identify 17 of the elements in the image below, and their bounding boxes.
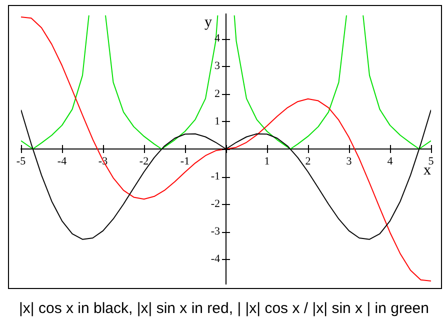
x-tick-label: -1	[180, 155, 190, 168]
text: |x| cos x in black, |x| sin x in red, | |x| cos x / |x| sin x | in green	[18, 300, 430, 317]
x-tick-label: 1	[264, 155, 270, 168]
y-tick-label: -2	[210, 198, 220, 210]
y-tick-label: -3	[210, 226, 220, 238]
y-tick-label: -1	[210, 170, 220, 182]
y-axis-title: y	[204, 14, 212, 30]
y-tick-label: 2	[214, 88, 220, 100]
x-tick-label: -5	[16, 155, 26, 168]
x-tick-label: 2	[305, 155, 311, 168]
y-tick-label: -4	[210, 253, 220, 266]
x-tick-label: -2	[139, 155, 149, 168]
x-tick-label: 3	[346, 155, 352, 168]
y-tick-label: 3	[214, 60, 220, 72]
x-tick-label: -4	[57, 155, 68, 168]
y-tick-label: 1	[214, 115, 220, 128]
x-tick-label: 4	[387, 155, 394, 168]
